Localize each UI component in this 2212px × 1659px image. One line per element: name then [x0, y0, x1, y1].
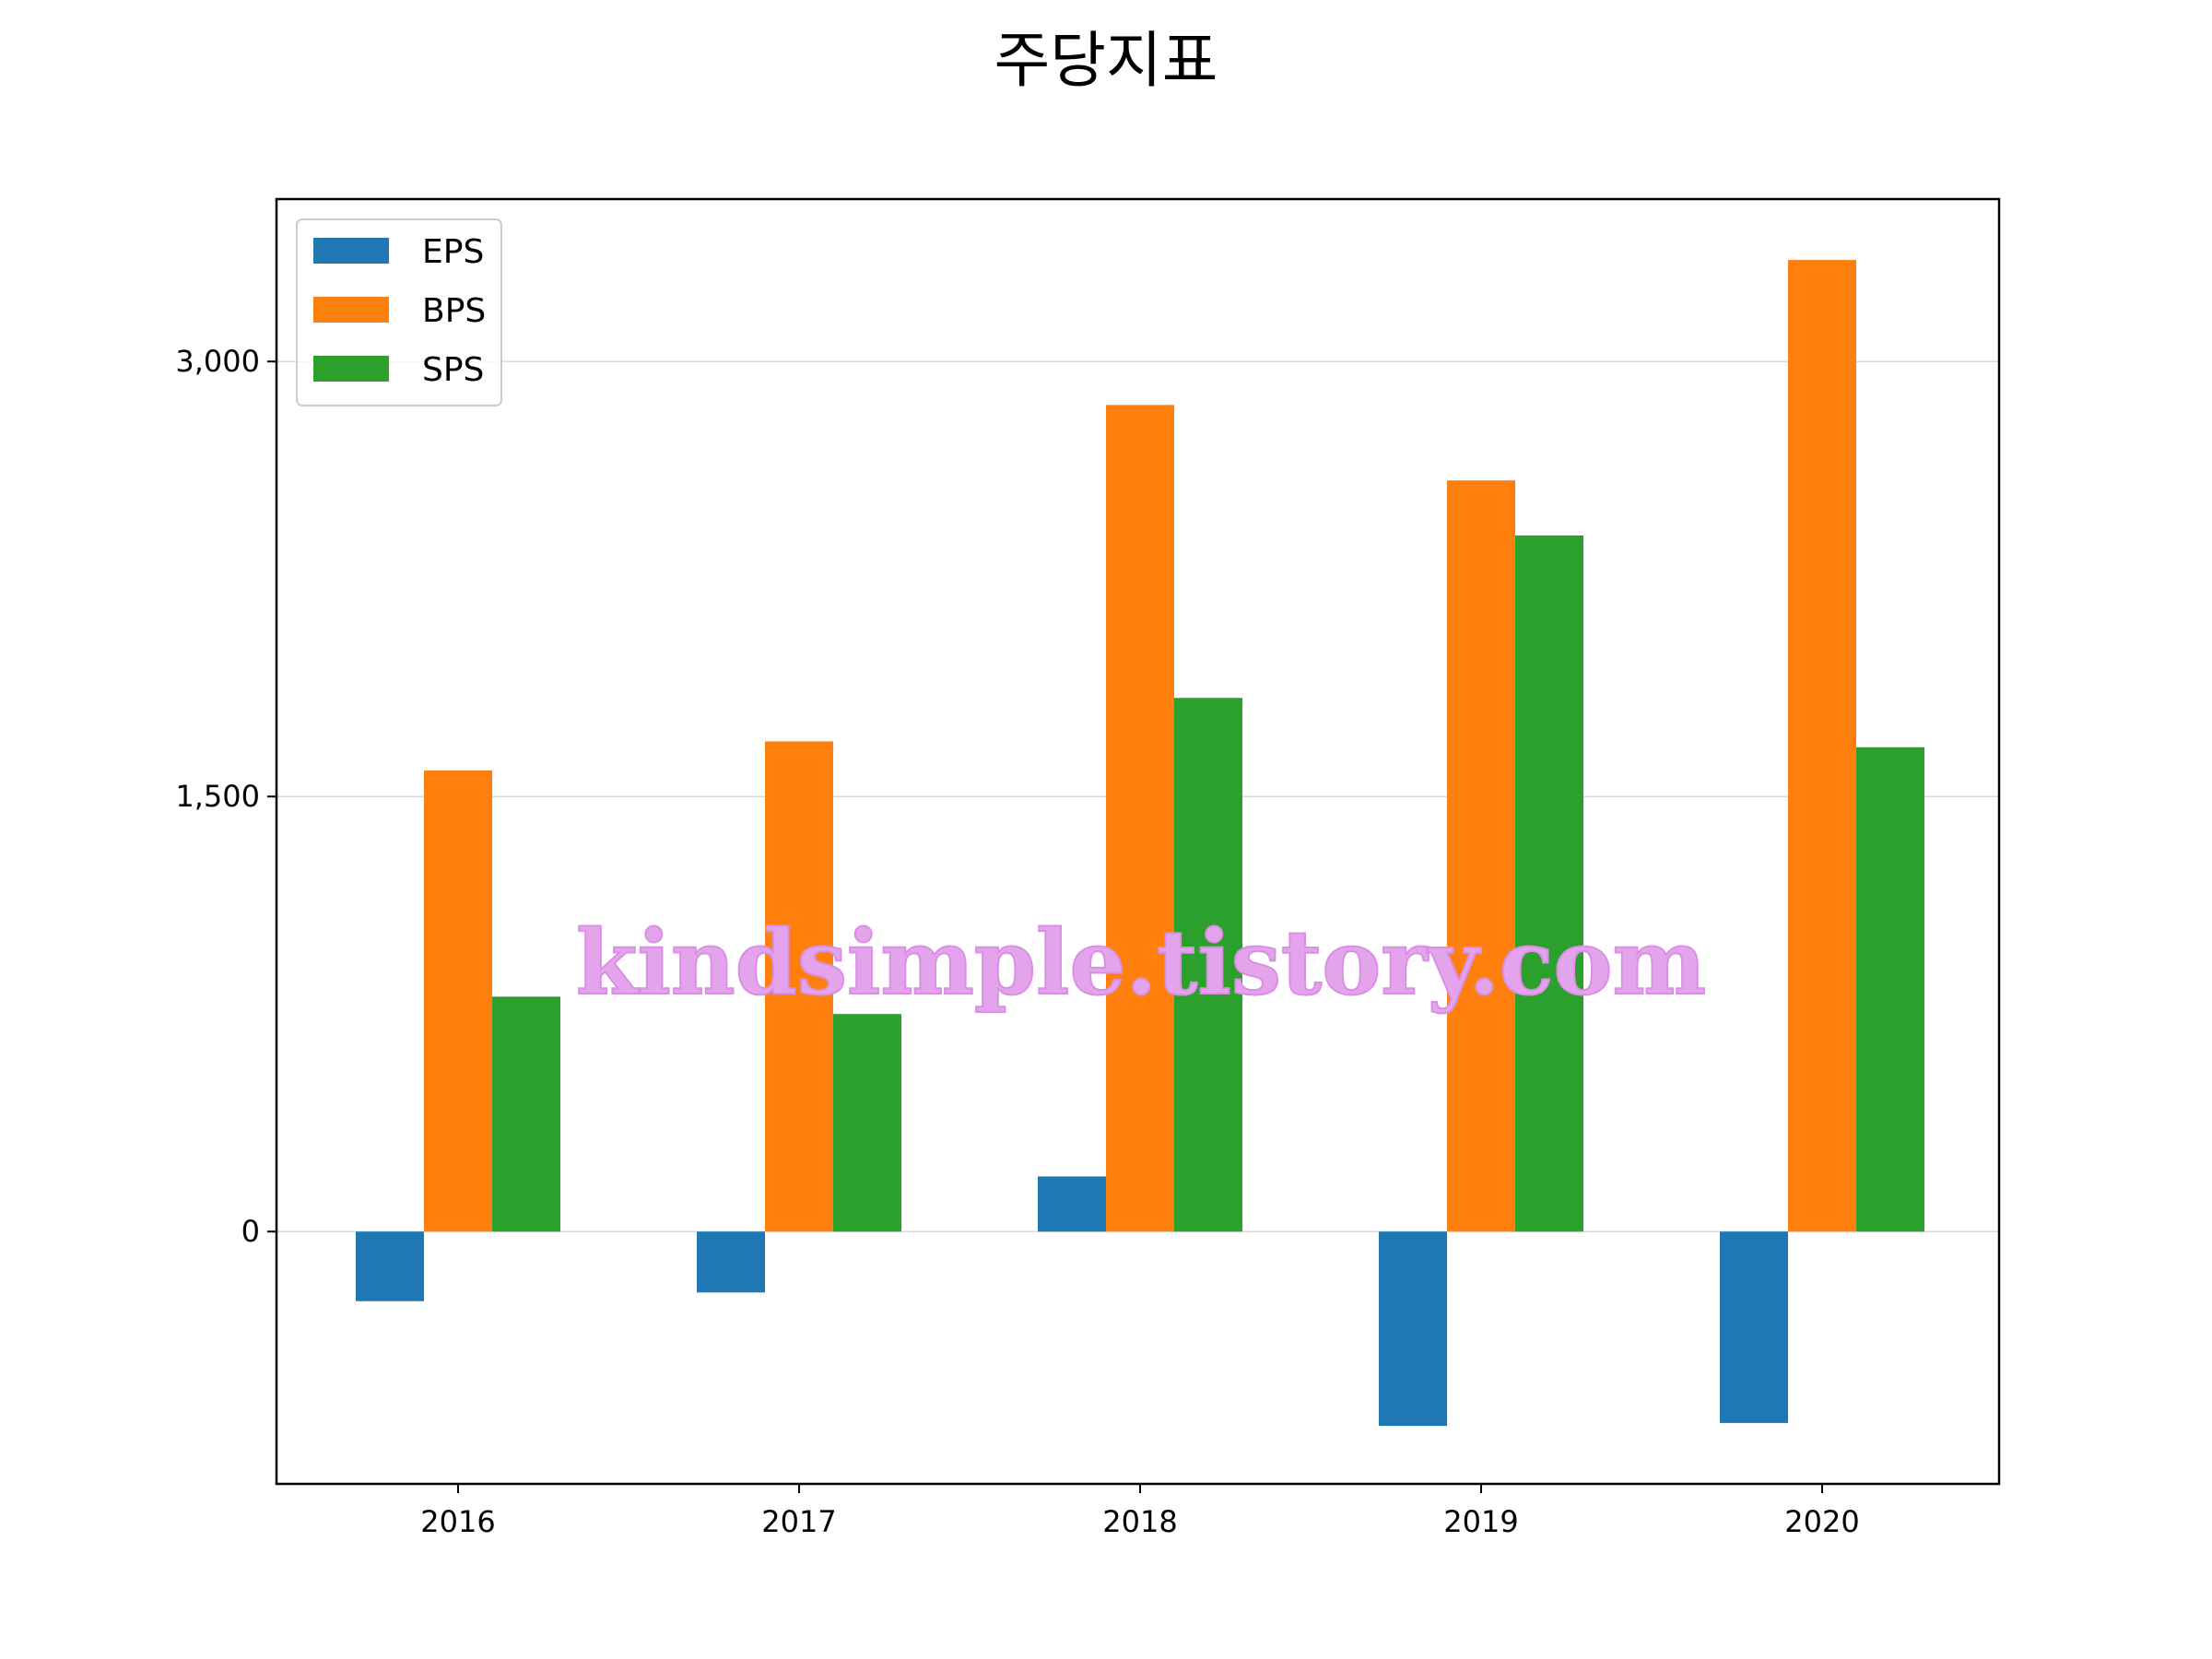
x-tick-label: 2016 — [420, 1504, 495, 1539]
legend-swatch-eps — [313, 238, 389, 264]
bar-eps-2020 — [1720, 1231, 1788, 1423]
y-tick-label: 1,500 — [175, 779, 260, 814]
legend-swatch-sps — [313, 356, 389, 382]
legend-label-eps: EPS — [422, 233, 484, 271]
legend-swatch-bps — [313, 297, 389, 323]
bar-bps-2019 — [1447, 480, 1515, 1232]
bar-bps-2017 — [765, 741, 833, 1232]
bars — [356, 260, 1924, 1427]
y-tick-label: 3,000 — [175, 344, 260, 379]
x-tick-label: 2020 — [1784, 1504, 1859, 1539]
x-tick-label: 2018 — [1102, 1504, 1177, 1539]
y-tick-label: 0 — [241, 1214, 260, 1249]
x-tick-label: 2019 — [1443, 1504, 1518, 1539]
x-tick-label: 2017 — [761, 1504, 836, 1539]
bar-eps-2016 — [356, 1231, 424, 1301]
bar-sps-2016 — [492, 996, 560, 1232]
bar-sps-2020 — [1856, 747, 1924, 1232]
bar-bps-2020 — [1788, 260, 1856, 1232]
legend: EPS BPS SPS — [296, 218, 502, 406]
bar-eps-2019 — [1379, 1231, 1447, 1427]
bar-sps-2017 — [833, 1014, 901, 1232]
legend-label-bps: BPS — [422, 292, 486, 330]
y-axis-ticks: 0 1,500 3,000 — [175, 344, 276, 1249]
bar-eps-2018 — [1038, 1176, 1106, 1232]
legend-label-sps: SPS — [422, 351, 484, 389]
x-axis-ticks: 2016 2017 2018 2019 2020 — [420, 1484, 1860, 1539]
bar-bps-2016 — [424, 770, 492, 1232]
watermark-text: kindsimple.tistory.com — [576, 911, 1706, 1015]
chart-title: 주당지표 — [994, 25, 1218, 96]
bar-eps-2017 — [697, 1231, 765, 1293]
bar-bps-2018 — [1106, 405, 1174, 1232]
plot-frame — [275, 197, 2001, 1486]
bar-sps-2018 — [1174, 698, 1242, 1232]
bar-sps-2019 — [1515, 535, 1583, 1232]
